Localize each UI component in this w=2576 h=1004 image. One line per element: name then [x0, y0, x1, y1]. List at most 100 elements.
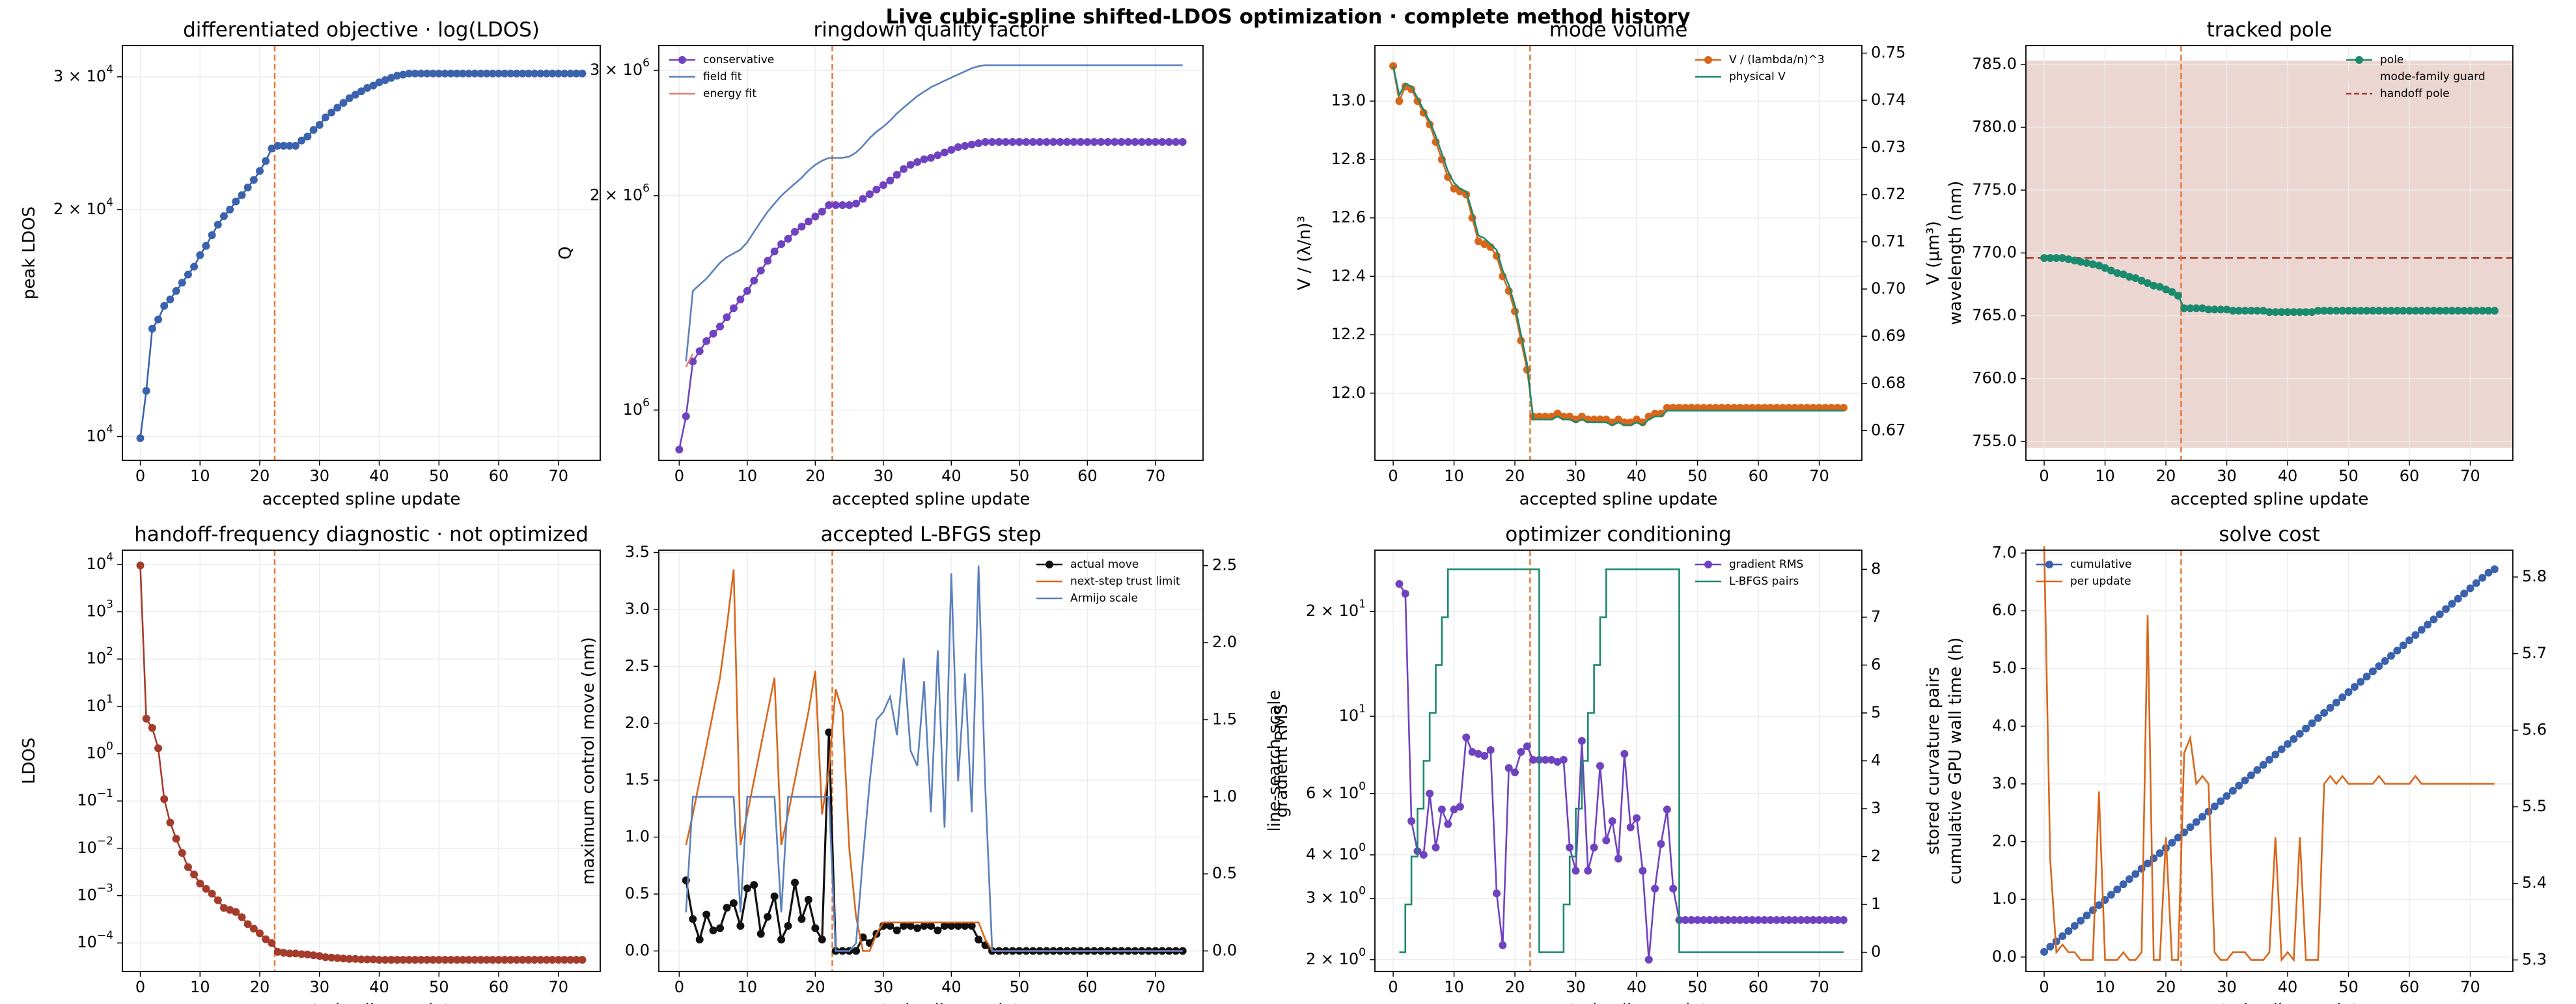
- x-tick-label: 40: [1627, 467, 1647, 485]
- x-tick-label: 70: [2460, 467, 2480, 485]
- data-point: [2155, 849, 2164, 858]
- data-point: [2198, 813, 2207, 821]
- data-point: [1566, 412, 1574, 421]
- data-point: [321, 953, 329, 962]
- data-point: [1748, 915, 1756, 924]
- legend-marker: [2045, 561, 2053, 568]
- x-tick-label: 0: [1388, 978, 1398, 996]
- series-line-2: [1399, 568, 1844, 953]
- data-point: [2326, 307, 2334, 315]
- data-point: [2210, 802, 2219, 811]
- y2-tick-label: 1: [1871, 895, 1881, 913]
- data-point: [804, 217, 812, 226]
- chart-panel-1: 0 10 20 30 40 50 60 70 104 2 × 104 3 × 104 differen…: [20, 18, 601, 509]
- data-point: [2466, 584, 2474, 593]
- y-tick-label: 104: [87, 423, 113, 445]
- data-point: [387, 74, 395, 82]
- legend-label: next-step trust limit: [1070, 575, 1180, 588]
- data-point: [2490, 307, 2499, 315]
- y-axis-label: LDOS: [20, 738, 39, 784]
- data-point: [1815, 404, 1823, 412]
- data-point: [1158, 137, 1167, 146]
- data-point: [729, 304, 738, 313]
- data-point: [1493, 889, 1501, 898]
- y2-tick-label: 0.70: [1871, 279, 1905, 298]
- y-tick-label: 0.0: [625, 941, 650, 960]
- y2-tick-label: 0.73: [1871, 138, 1905, 156]
- data-point: [2350, 307, 2359, 315]
- plot-frame: [1374, 45, 1863, 461]
- data-point: [1566, 843, 1574, 852]
- data-point: [136, 561, 145, 570]
- data-point: [1706, 404, 1714, 412]
- data-point: [975, 139, 983, 147]
- data-point: [554, 956, 562, 964]
- panel-title: mode volume: [1549, 18, 1688, 42]
- data-point: [2338, 693, 2347, 702]
- data-point: [2399, 307, 2407, 315]
- data-point: [920, 922, 928, 930]
- data-point: [333, 104, 342, 112]
- x-tick-label: 40: [1627, 978, 1647, 996]
- y-axis-label: cumulative GPU wall time (h): [1946, 637, 1965, 885]
- data-point: [524, 956, 533, 964]
- data-point: [2174, 292, 2182, 300]
- data-point: [232, 197, 240, 206]
- data-point: [184, 270, 192, 279]
- data-point: [1444, 820, 1452, 828]
- data-point: [1608, 817, 1616, 826]
- data-point: [2466, 307, 2474, 315]
- data-point: [1651, 884, 1659, 893]
- x-tick-label: 30: [874, 467, 894, 485]
- data-point: [172, 835, 180, 843]
- data-point: [1784, 915, 1793, 924]
- data-point: [292, 949, 300, 958]
- data-point: [578, 69, 587, 77]
- mode-family-guard-band: [2026, 61, 2513, 448]
- data-point: [825, 728, 833, 736]
- data-point: [1791, 915, 1799, 924]
- data-point: [2168, 839, 2176, 847]
- legend-label: Armijo scale: [1070, 592, 1138, 605]
- x-tick-label: 70: [549, 467, 569, 485]
- y-tick-label: 2.0: [625, 714, 650, 732]
- data-point: [208, 889, 216, 898]
- x-tick-label: 60: [2400, 467, 2420, 485]
- x-tick-label: 10: [738, 467, 758, 485]
- y2-axis-label: line-search scale: [1265, 690, 1284, 832]
- data-point: [345, 955, 353, 963]
- data-point: [142, 714, 150, 723]
- data-point: [1137, 137, 1146, 146]
- y2-tick-label: 5.8: [2522, 567, 2547, 585]
- data-point: [811, 212, 820, 221]
- y2-tick-label: 2.5: [1212, 556, 1237, 574]
- series-line-1: [678, 141, 1183, 450]
- data-point: [2144, 279, 2152, 287]
- data-point: [2241, 776, 2249, 785]
- data-point: [1419, 850, 1428, 859]
- legend-label: actual move: [1070, 558, 1139, 571]
- data-point: [893, 927, 901, 935]
- data-point: [975, 936, 983, 944]
- data-point: [208, 231, 216, 240]
- data-point: [1602, 415, 1611, 424]
- data-point: [2484, 307, 2493, 315]
- data-point: [351, 91, 359, 99]
- data-point: [1809, 915, 1818, 924]
- data-point: [1711, 915, 1720, 924]
- y-tick-label: 1.5: [625, 770, 650, 788]
- chart-panel-2: 0 10 20 30 40 50 60 70 106 2 × 106 3 × 106 ringdown…: [556, 18, 1204, 509]
- y-tick-label: 0.5: [625, 884, 650, 902]
- legend-marker: [1046, 561, 1053, 568]
- data-point: [934, 151, 942, 160]
- y2-tick-label: 0.68: [1871, 374, 1905, 392]
- data-point: [1730, 404, 1738, 412]
- x-tick-label: 0: [1388, 467, 1398, 485]
- legend-label: pole: [2380, 53, 2403, 66]
- data-point: [1669, 884, 1678, 893]
- data-point: [268, 145, 276, 153]
- data-point: [2277, 745, 2286, 753]
- legend-label: energy fit: [703, 87, 756, 100]
- data-point: [940, 922, 949, 930]
- data-point: [2308, 308, 2316, 316]
